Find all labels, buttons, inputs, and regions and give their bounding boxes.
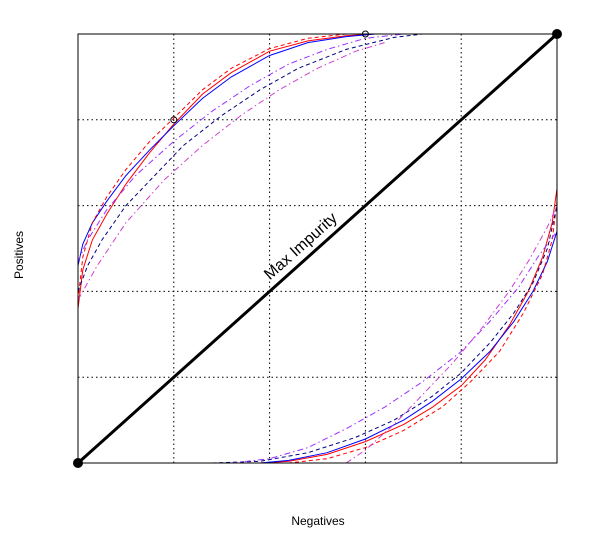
diagonal-group: [76, 32, 559, 465]
isometric-lower-3: [260, 201, 557, 463]
endpoint-1: [73, 458, 83, 468]
isometric-curves: [78, 34, 557, 463]
markers: [73, 29, 562, 468]
isometric-upper-2: [78, 34, 395, 266]
isometric-lower-6: [345, 205, 557, 463]
isometric-lower-1: [240, 188, 557, 463]
open-marker-2: [361, 30, 369, 38]
diagonal-max-impurity: [76, 32, 559, 465]
isometric-lower-4: [212, 205, 557, 463]
y-axis-label: Positives: [12, 231, 26, 279]
isometric-lower-2: [240, 231, 557, 463]
endpoint-2: [552, 29, 562, 39]
plot-frame: [77, 33, 558, 464]
open-marker-1: [170, 116, 178, 124]
isometric-upper-5: [78, 34, 404, 262]
isometric-upper-4: [78, 34, 423, 292]
gridlines: [78, 34, 557, 463]
x-axis-label: Negatives: [291, 514, 344, 528]
isometric-upper-3: [78, 34, 375, 301]
isometric-upper-1: [78, 34, 395, 309]
